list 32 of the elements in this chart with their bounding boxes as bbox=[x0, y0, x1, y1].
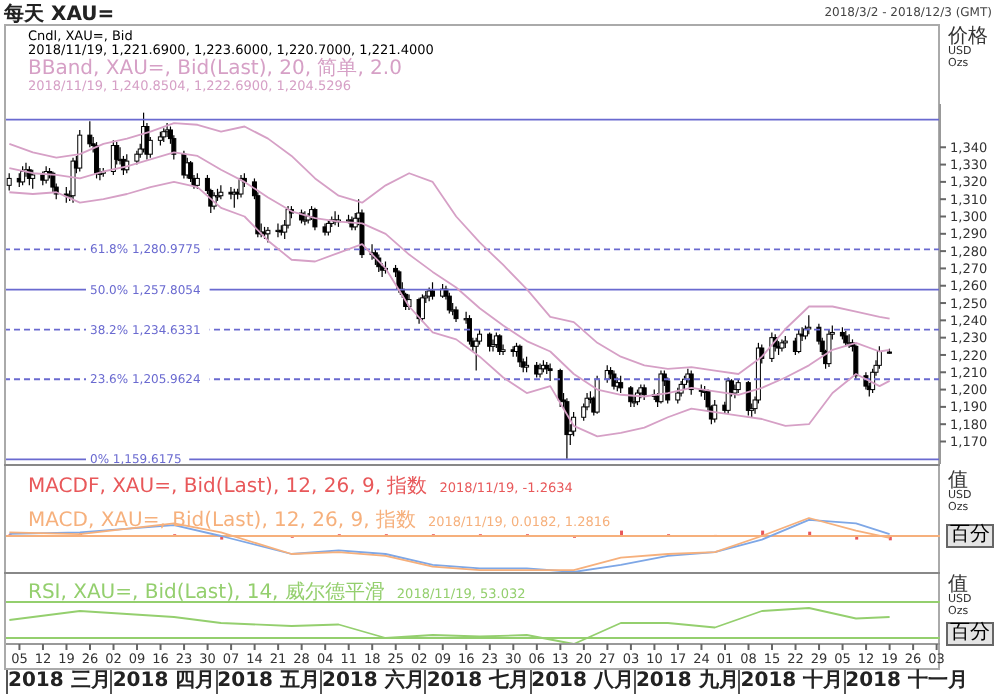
candlestick bbox=[228, 186, 234, 200]
candlestick bbox=[594, 375, 600, 415]
text: 2018 十月 bbox=[738, 670, 844, 694]
line-series bbox=[8, 122, 891, 375]
line-series bbox=[8, 180, 891, 438]
text: 2018 四月 bbox=[110, 670, 216, 694]
text: 2018 五月 bbox=[215, 670, 320, 694]
text: 2018 六月 bbox=[319, 670, 425, 694]
candlestick bbox=[490, 338, 496, 353]
text: RSI, XAU=, Bid(Last), 14, 威尔德平滑 bbox=[28, 582, 385, 604]
text: 2018 八月 bbox=[529, 670, 634, 694]
text: 2018 七月 bbox=[424, 670, 530, 694]
candlestick bbox=[50, 170, 56, 193]
text: MACDF, XAU=, Bid(Last), 12, 26, 9, 指数 bbox=[28, 476, 428, 498]
candlestick bbox=[30, 169, 36, 190]
candlestick bbox=[826, 328, 832, 368]
candlestick bbox=[631, 394, 637, 408]
text: 百分 bbox=[946, 524, 994, 548]
annotation: MACD, XAU=, Bid(Last), 12, 26, 9, 指数 bbox=[28, 509, 416, 532]
chart-title: 每天 XAU= bbox=[4, 1, 115, 28]
text: 2018 十一月 bbox=[843, 670, 968, 694]
candlestick bbox=[510, 345, 516, 358]
text: 2018 九月 bbox=[633, 670, 739, 694]
candlestick bbox=[87, 120, 93, 148]
candlestick bbox=[665, 376, 671, 405]
candlestick bbox=[396, 269, 402, 294]
candlestick bbox=[171, 134, 177, 160]
text: 2018 三月 bbox=[6, 670, 111, 694]
text: BBand, XAU=, Bid(Last), 20, 简单, 2.0 bbox=[28, 58, 404, 81]
text: 百分 bbox=[946, 622, 994, 646]
candlestick bbox=[181, 150, 187, 180]
candlestick bbox=[164, 122, 170, 138]
